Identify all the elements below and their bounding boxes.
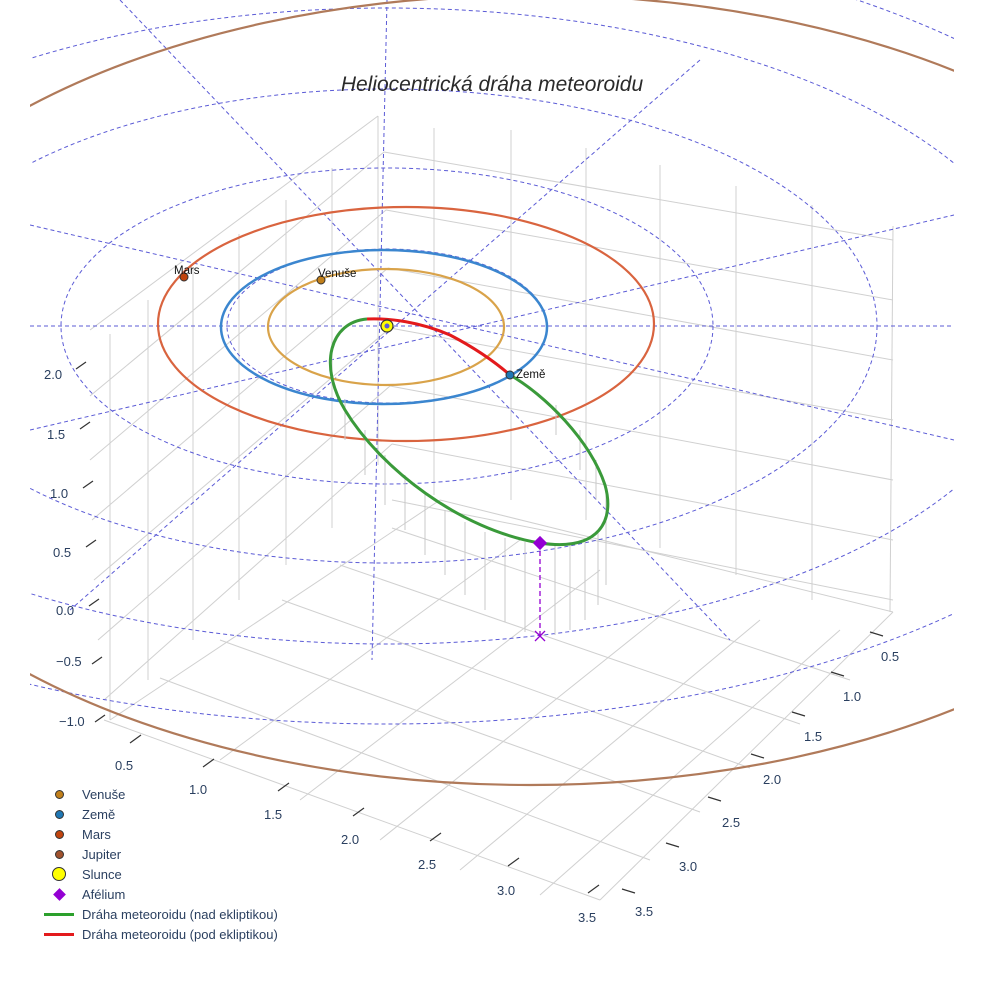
earth-marker[interactable] <box>505 370 515 380</box>
legend-item-orbit-below[interactable]: Dráha meteoroidu (pod ekliptikou) <box>36 924 278 944</box>
venus-marker[interactable] <box>316 275 326 285</box>
jupiter-dot-icon <box>36 844 82 864</box>
legend-label: Afélium <box>82 886 126 902</box>
legend-item-orbit-above[interactable]: Dráha meteoroidu (nad ekliptikou) <box>36 904 278 924</box>
sun-circle-icon <box>36 864 82 884</box>
box-grid <box>89 115 894 901</box>
x-tick-label: 2.0 <box>341 832 359 847</box>
mars-orbit <box>156 205 656 443</box>
venus-orbit <box>266 267 506 387</box>
mars-label: Mars <box>174 265 200 277</box>
jupiter-orbit <box>30 0 954 786</box>
green-line-icon <box>36 904 82 924</box>
mars-dot-icon <box>36 824 82 844</box>
legend-label: Země <box>82 806 116 822</box>
venus-dot-icon <box>36 784 82 804</box>
venus-label: Venuše <box>318 268 356 280</box>
x-tick-label: 2.5 <box>418 857 436 872</box>
red-line-icon <box>36 924 82 944</box>
y-axis-labels: 0.5 1.0 1.5 2.0 2.5 3.0 3.5 <box>635 649 899 919</box>
x-tick-label: 1.0 <box>189 782 207 797</box>
earth-orbit <box>219 248 549 406</box>
x-tick-label: 3.5 <box>578 910 596 925</box>
aphelion-projection-x-icon <box>534 630 546 642</box>
legend-item-mars[interactable]: Mars <box>36 824 278 844</box>
y-tick-label: 2.5 <box>722 815 740 830</box>
y-tick-label: 1.5 <box>804 729 822 744</box>
x-tick-label: 1.5 <box>264 807 282 822</box>
z-tick-label: 0.5 <box>53 545 71 560</box>
aphelion-marker[interactable] <box>532 535 548 551</box>
meteoroid-orbit-below <box>366 317 511 377</box>
legend-item-aphelion[interactable]: Afélium <box>36 884 278 904</box>
legend-item-sun[interactable]: Slunce <box>36 864 278 884</box>
z-axis <box>75 361 106 723</box>
x-tick-label: 0.5 <box>115 758 133 773</box>
y-tick-label: 2.0 <box>763 772 781 787</box>
z-axis-labels: 2.0 1.5 1.0 0.5 0.0 −0.5 −1.0 <box>44 367 85 729</box>
x-axis-labels: 0.5 1.0 1.5 2.0 2.5 3.0 3.5 <box>115 758 596 925</box>
legend-label: Slunce <box>82 866 122 882</box>
legend: Venuše Země Mars Jupiter Slunce Afélium … <box>36 784 278 944</box>
z-tick-label: 1.0 <box>50 486 68 501</box>
earth-dot-icon <box>36 804 82 824</box>
legend-label: Mars <box>82 826 111 842</box>
z-tick-label: −1.0 <box>59 714 85 729</box>
z-tick-label: 1.5 <box>47 427 65 442</box>
legend-item-venus[interactable]: Venuše <box>36 784 278 804</box>
legend-item-earth[interactable]: Země <box>36 804 278 824</box>
legend-label: Venuše <box>82 786 126 802</box>
earth-label: Země <box>516 369 545 381</box>
ecliptic-grid <box>30 0 954 725</box>
diamond-icon <box>36 884 82 904</box>
legend-label: Dráha meteoroidu (pod ekliptikou) <box>82 926 278 942</box>
z-tick-label: 2.0 <box>44 367 62 382</box>
y-tick-label: 3.5 <box>635 904 653 919</box>
z-tick-label: 0.0 <box>56 603 74 618</box>
y-axis <box>621 631 884 894</box>
legend-item-jupiter[interactable]: Jupiter <box>36 844 278 864</box>
z-tick-label: −0.5 <box>56 654 82 669</box>
legend-label: Dráha meteoroidu (nad ekliptikou) <box>82 906 278 922</box>
y-tick-label: 3.0 <box>679 859 697 874</box>
mars-marker[interactable] <box>179 272 189 282</box>
legend-label: Jupiter <box>82 846 122 862</box>
meteoroid-orbit-above <box>328 317 610 546</box>
y-tick-label: 1.0 <box>843 689 861 704</box>
x-axis <box>129 734 600 894</box>
x-tick-label: 3.0 <box>497 883 515 898</box>
y-tick-label: 0.5 <box>881 649 899 664</box>
sun-core <box>384 323 390 329</box>
